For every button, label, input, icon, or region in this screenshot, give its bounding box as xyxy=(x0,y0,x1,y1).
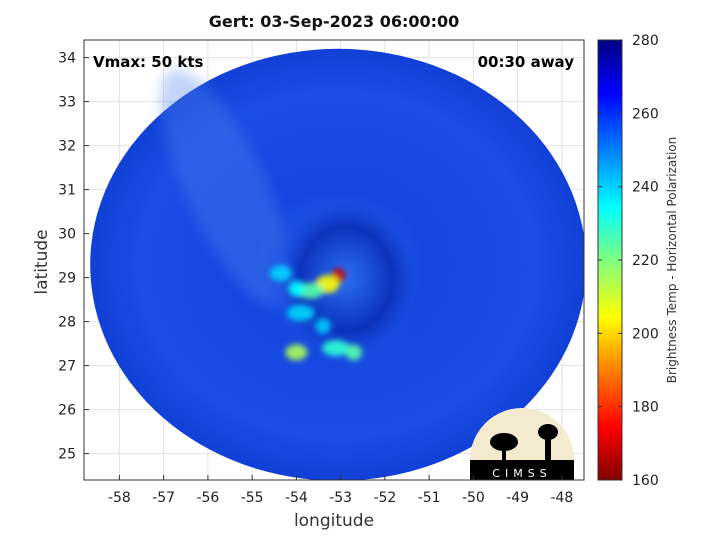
y-tick-label: 28 xyxy=(58,315,76,331)
x-tick-label: -52 xyxy=(373,490,396,506)
axes-frame xyxy=(83,39,585,481)
time-away-label: 00:30 away xyxy=(477,53,574,71)
x-tick-label: -53 xyxy=(329,490,352,506)
colorbar-label: Brightness Temp - Horizontal Polarizatio… xyxy=(665,136,679,384)
x-tick-label: -48 xyxy=(550,490,573,506)
logo-dish-stem xyxy=(502,448,506,462)
y-tick-label: 27 xyxy=(58,359,76,375)
cimss-logo: CIMSS xyxy=(470,408,574,480)
storm-feature xyxy=(286,304,315,321)
y-tick-label: 31 xyxy=(58,183,76,199)
logo-dish-icon xyxy=(490,433,518,451)
colorbar-tick-label: 240 xyxy=(632,180,659,196)
colorbar-tick-labels: 160 180 200 220 240 260 280 xyxy=(598,33,659,489)
colorbar-tick-label: 280 xyxy=(632,33,659,49)
colorbar-tick-label: 220 xyxy=(632,253,659,269)
x-tick-label: -49 xyxy=(506,490,529,506)
x-tick-label: -57 xyxy=(152,490,175,506)
vmax-label: Vmax: 50 kts xyxy=(93,53,204,71)
x-tick-label: -56 xyxy=(196,490,219,506)
y-tick-labels: 25 26 27 28 29 30 31 32 33 34 xyxy=(58,51,89,463)
x-tick-label: -51 xyxy=(418,490,441,506)
x-tick-label: -54 xyxy=(285,490,308,506)
microwave-swath xyxy=(90,48,584,480)
y-axis-label: latitude xyxy=(32,229,52,295)
chart-title: Gert: 03-Sep-2023 06:00:00 xyxy=(208,12,460,31)
y-tick-label: 25 xyxy=(58,447,76,463)
x-tick-label: -50 xyxy=(462,490,485,506)
colorbar-tick-label: 160 xyxy=(632,473,659,489)
logo-band xyxy=(470,460,574,480)
y-tick-label: 32 xyxy=(58,139,76,155)
storm-features xyxy=(269,265,362,361)
storm-ring xyxy=(261,183,432,374)
swath-band xyxy=(160,69,293,308)
storm-feature xyxy=(285,344,308,361)
storm-feature xyxy=(314,318,331,334)
y-tick-label: 33 xyxy=(58,95,76,111)
x-tick-labels: -58 -57 -56 -55 -54 -53 -52 -51 -50 -49 -48 xyxy=(108,475,573,506)
logo-tower-stem xyxy=(545,438,551,462)
y-tick-label: 34 xyxy=(58,51,76,67)
x-tick-label: -58 xyxy=(108,490,131,506)
colorbar-tick-label: 180 xyxy=(632,400,659,416)
colorbar-tick-label: 260 xyxy=(632,106,659,122)
logo-tower-icon xyxy=(538,424,558,440)
y-tick-label: 30 xyxy=(58,227,76,243)
y-tick-label: 26 xyxy=(58,403,76,419)
logo-text: CIMSS xyxy=(492,467,551,480)
storm-feature xyxy=(322,340,351,356)
storm-feature xyxy=(269,265,292,282)
storm-feature xyxy=(288,280,305,297)
storm-feature xyxy=(345,344,362,361)
x-tick-label: -55 xyxy=(241,490,264,506)
colorbar-tick-label: 200 xyxy=(632,326,659,342)
x-axis-label: longitude xyxy=(293,511,375,531)
y-tick-label: 29 xyxy=(58,271,76,287)
